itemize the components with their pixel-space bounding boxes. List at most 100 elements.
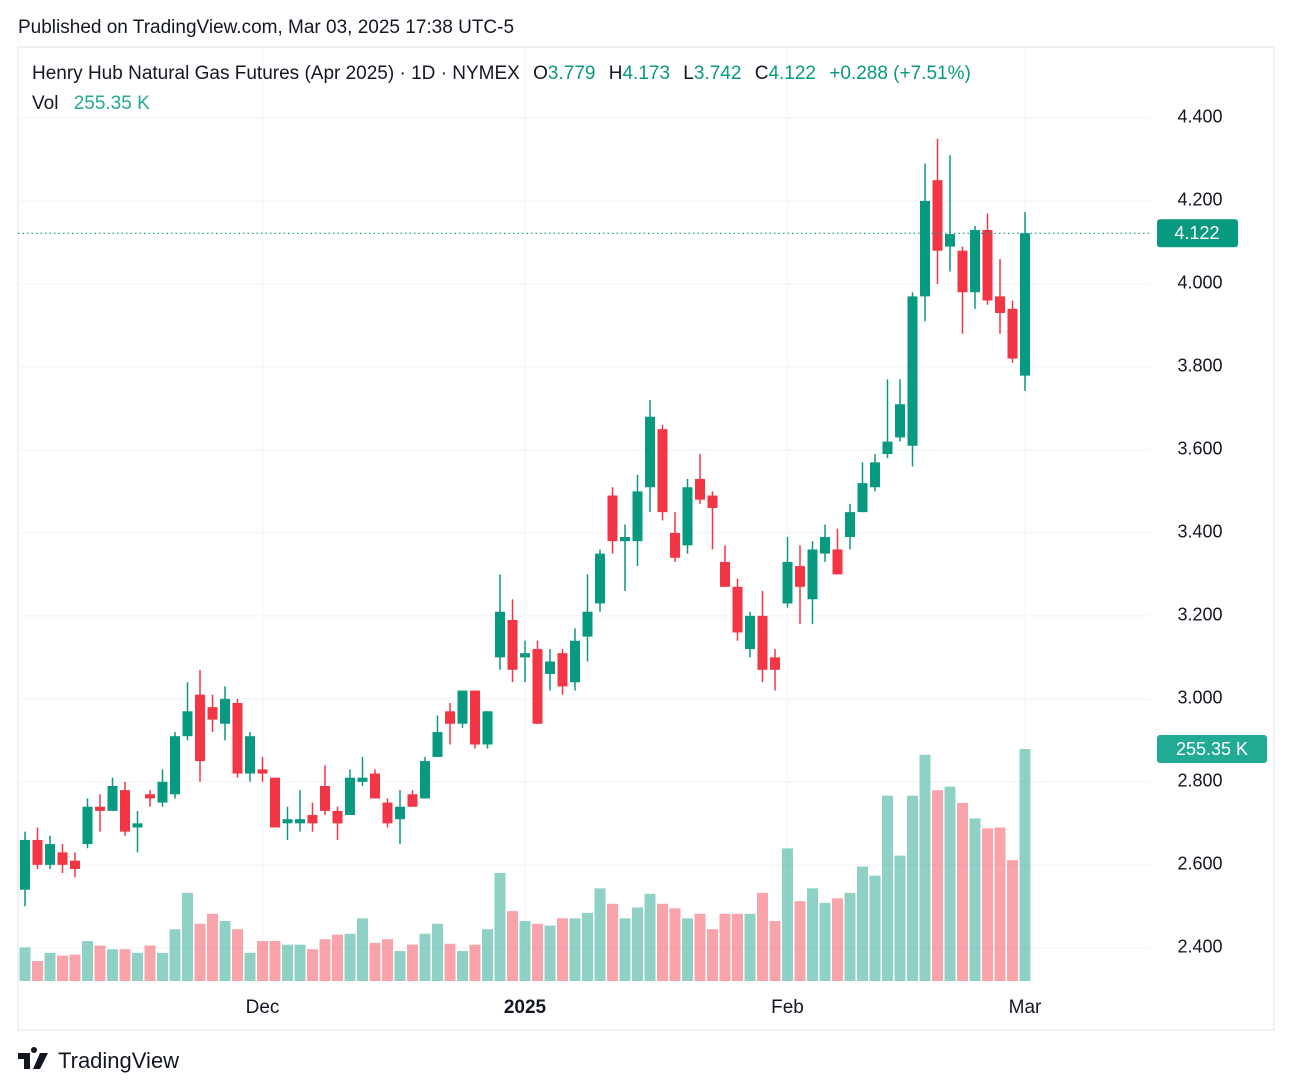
candle-body [895, 404, 905, 438]
price-tag-bg [1157, 219, 1238, 248]
candle-body [995, 296, 1005, 313]
volume-bar [407, 944, 418, 981]
published-line: Published on TradingView.com, Mar 03, 20… [18, 17, 514, 38]
candle-body [195, 694, 205, 762]
ohlc-label: L [683, 63, 694, 84]
candle-body [132, 823, 143, 828]
volume-bar [232, 929, 243, 981]
ohlc-label: H [609, 63, 623, 84]
candle-body [1020, 233, 1030, 376]
volume-bar [119, 949, 131, 981]
volume-legend: Vol 255.35 K [32, 93, 150, 114]
volume-bar [694, 913, 706, 981]
ohlc-value: 4.173 [622, 63, 670, 84]
candle-body [70, 860, 80, 869]
volume-bar [657, 903, 668, 981]
candle-body [32, 839, 43, 865]
candle-body [932, 180, 943, 251]
candle-body [782, 561, 793, 604]
candle-body [445, 711, 455, 724]
candle-body [295, 819, 305, 824]
candle-body [532, 649, 543, 724]
volume-bar [544, 925, 556, 981]
candle-body [670, 532, 680, 558]
candle-body [95, 806, 105, 811]
candle-body [82, 806, 93, 845]
y-tick-label: 2.600 [1177, 854, 1222, 874]
volume-bar [919, 754, 931, 981]
volume-bar [682, 918, 693, 981]
candle-body [545, 661, 555, 674]
candle-body [120, 790, 130, 832]
candle-body [1007, 308, 1018, 359]
candle-body [282, 819, 293, 824]
candle-body [595, 553, 605, 604]
volume-bar [244, 952, 256, 981]
volume-bar [294, 944, 306, 981]
candle-body [320, 785, 330, 811]
volume-bar [332, 934, 343, 981]
candle-body [607, 495, 618, 542]
candle-body [145, 794, 155, 799]
volume-bar [982, 828, 993, 981]
logo: TradingView [18, 1047, 179, 1073]
candle-body [645, 416, 655, 488]
y-tick-label: 3.400 [1177, 522, 1222, 542]
volume-bar [882, 795, 893, 981]
volume-bar [832, 898, 843, 981]
candle-body [157, 781, 168, 803]
candle-body [757, 615, 768, 670]
vol-label: Vol [32, 93, 58, 114]
candle-body [482, 711, 493, 745]
y-tick-label: 2.400 [1177, 937, 1222, 957]
candle-body [520, 653, 530, 658]
candle-body [907, 296, 918, 446]
volume-bar [969, 818, 981, 981]
y-tick-label: 4.000 [1177, 273, 1222, 293]
candle-body [345, 777, 355, 816]
candle-body [457, 690, 468, 724]
volume-bar [269, 941, 281, 981]
volume-bar [894, 855, 906, 981]
volume-bar [369, 942, 381, 981]
candle-body [357, 777, 368, 782]
candle-body [307, 815, 318, 824]
volume-bar [732, 913, 743, 981]
symbol-title: Henry Hub Natural Gas Futures (Apr 2025)… [32, 63, 520, 84]
candles [20, 138, 1030, 907]
volume-bar [857, 866, 868, 981]
candle-body [495, 611, 505, 658]
candle-body [332, 810, 343, 824]
volume-bar [769, 921, 781, 981]
candle-body [770, 657, 780, 670]
chart-pane [17, 46, 1275, 1031]
volume-bar [632, 907, 643, 981]
volume-bar [469, 944, 481, 981]
volume-bar [32, 961, 43, 981]
volume-bar [532, 923, 543, 981]
volume-bar [57, 955, 68, 981]
volume-bar [932, 790, 943, 981]
x-tick-label: 2025 [504, 997, 547, 1018]
y-tick-label: 4.200 [1177, 190, 1222, 210]
candle-body [570, 640, 580, 683]
volume-bar [482, 929, 493, 981]
candle-body [57, 852, 68, 865]
candle-body [820, 537, 830, 554]
candle-body [207, 707, 218, 720]
y-tick-label: 3.600 [1177, 439, 1222, 459]
candle-body [407, 794, 418, 807]
volume-bar [1007, 860, 1018, 981]
x-tick-label: Mar [1009, 997, 1042, 1018]
volume-bar [19, 947, 31, 981]
ohlc-label: O [533, 63, 548, 84]
volume-tag-bg [1157, 735, 1267, 763]
volume-bar [557, 918, 568, 981]
volume-bar [257, 941, 268, 981]
volume-bar [569, 918, 581, 981]
volume-bar [157, 952, 168, 981]
candle-body [420, 761, 430, 799]
volume-bar [44, 952, 56, 981]
candle-body [870, 462, 880, 488]
candle-body [170, 736, 180, 795]
